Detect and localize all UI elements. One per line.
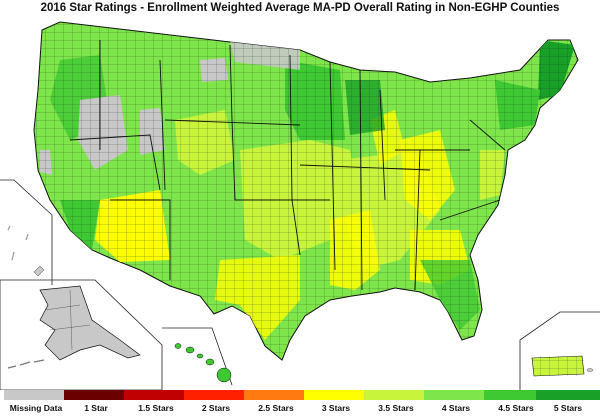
legend-swatch-4-stars <box>424 390 488 400</box>
map-title: 2016 Star Ratings - Enrollment Weighted … <box>40 2 560 14</box>
alaska-inset <box>0 279 163 390</box>
legend-label-2-5-stars: 2.5 Stars <box>258 403 294 413</box>
legend-label-4-5-stars: 4.5 Stars <box>498 403 534 413</box>
legend-swatch-4-5-stars <box>484 390 548 400</box>
legend-swatch-3-5-stars <box>364 390 428 400</box>
legend-label-2-stars: 2 Stars <box>201 403 231 413</box>
legend-swatch-3-stars <box>304 390 368 400</box>
puerto-rico-inset <box>519 311 600 390</box>
legend-swatch-1-star <box>64 390 128 400</box>
legend-label-missing-data: Missing Data <box>9 403 63 413</box>
legend: Missing Data 1 Star 1.5 Stars 2 Stars 2.… <box>0 390 600 420</box>
legend-label-3-5-stars: 3.5 Stars <box>378 403 414 413</box>
legend-label-5-stars: 5 Stars <box>553 403 583 413</box>
legend-label-1-star: 1 Star <box>84 403 108 413</box>
legend-swatch-2-stars <box>184 390 248 400</box>
legend-label-1-5-stars: 1.5 Stars <box>138 403 174 413</box>
hawaii-inset <box>162 327 233 386</box>
pacific-territories-inset <box>0 179 53 285</box>
legend-swatch-missing-data <box>4 390 68 400</box>
conus-region <box>33 21 579 361</box>
us-county-map <box>0 21 600 390</box>
legend-swatch-5-stars <box>536 390 600 400</box>
legend-swatch-1-5-stars <box>124 390 188 400</box>
legend-label-3-stars: 3 Stars <box>321 403 351 413</box>
legend-swatch-2-5-stars <box>244 390 308 400</box>
legend-label-4-stars: 4 Stars <box>441 403 471 413</box>
